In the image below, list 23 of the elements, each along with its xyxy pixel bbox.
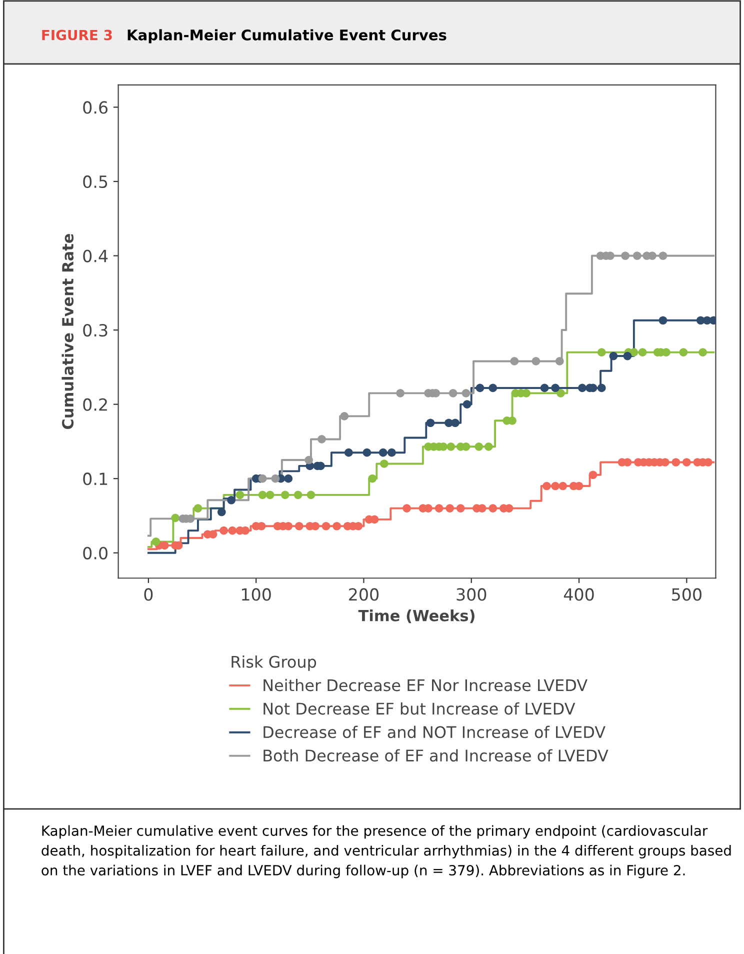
y-tick-label: 0.0 — [83, 546, 108, 560]
y-tick-label: 0.1 — [83, 472, 108, 486]
x-tick-label: 0 — [144, 588, 153, 601]
chart-title: Kaplan-Meier Cumulative Event Curves — [128, 29, 446, 44]
y-axis-title: Cumulative Event Rate — [62, 234, 74, 430]
x-axis-title: Time (Weeks) — [358, 610, 474, 624]
x-tick-label: 400 — [564, 588, 594, 601]
x-tick-label: 500 — [672, 588, 702, 601]
x-tick-label: 200 — [349, 588, 379, 601]
y-tick-label: 0.5 — [83, 175, 108, 188]
y-tick-label: 0.3 — [83, 324, 108, 337]
legend-label: Both Decrease of EF and Increase of LVEDV — [264, 749, 608, 762]
legend-label: Not Decrease EF but Increase of LVEDV — [264, 702, 576, 715]
y-tick-label: 0.6 — [83, 101, 108, 114]
legend-title: Risk Group — [232, 655, 316, 671]
x-tick-label: 300 — [456, 588, 486, 601]
y-tick-label: 0.2 — [83, 398, 107, 411]
x-tick-label: 100 — [242, 588, 271, 601]
caption: FIGURE 3 — [42, 30, 112, 40]
legend-label: Neither Decrease EF Nor Increase LVEDV — [264, 678, 588, 692]
y-tick-label: 0.4 — [83, 250, 108, 262]
legend-label: Decrease of EF and NOT Increase of LVEDV — [264, 726, 606, 738]
text: Kaplan-Meier cumulative event curves for the presence of the primary endpoint (cardiovascular death, hospitalization for heart failure, and ventricular arrhythmias) in the 4 different groups based on the variations in LVEF and LVEDV during follow-up (n = 379). Abbreviations as in Figure 2. — [42, 825, 731, 878]
